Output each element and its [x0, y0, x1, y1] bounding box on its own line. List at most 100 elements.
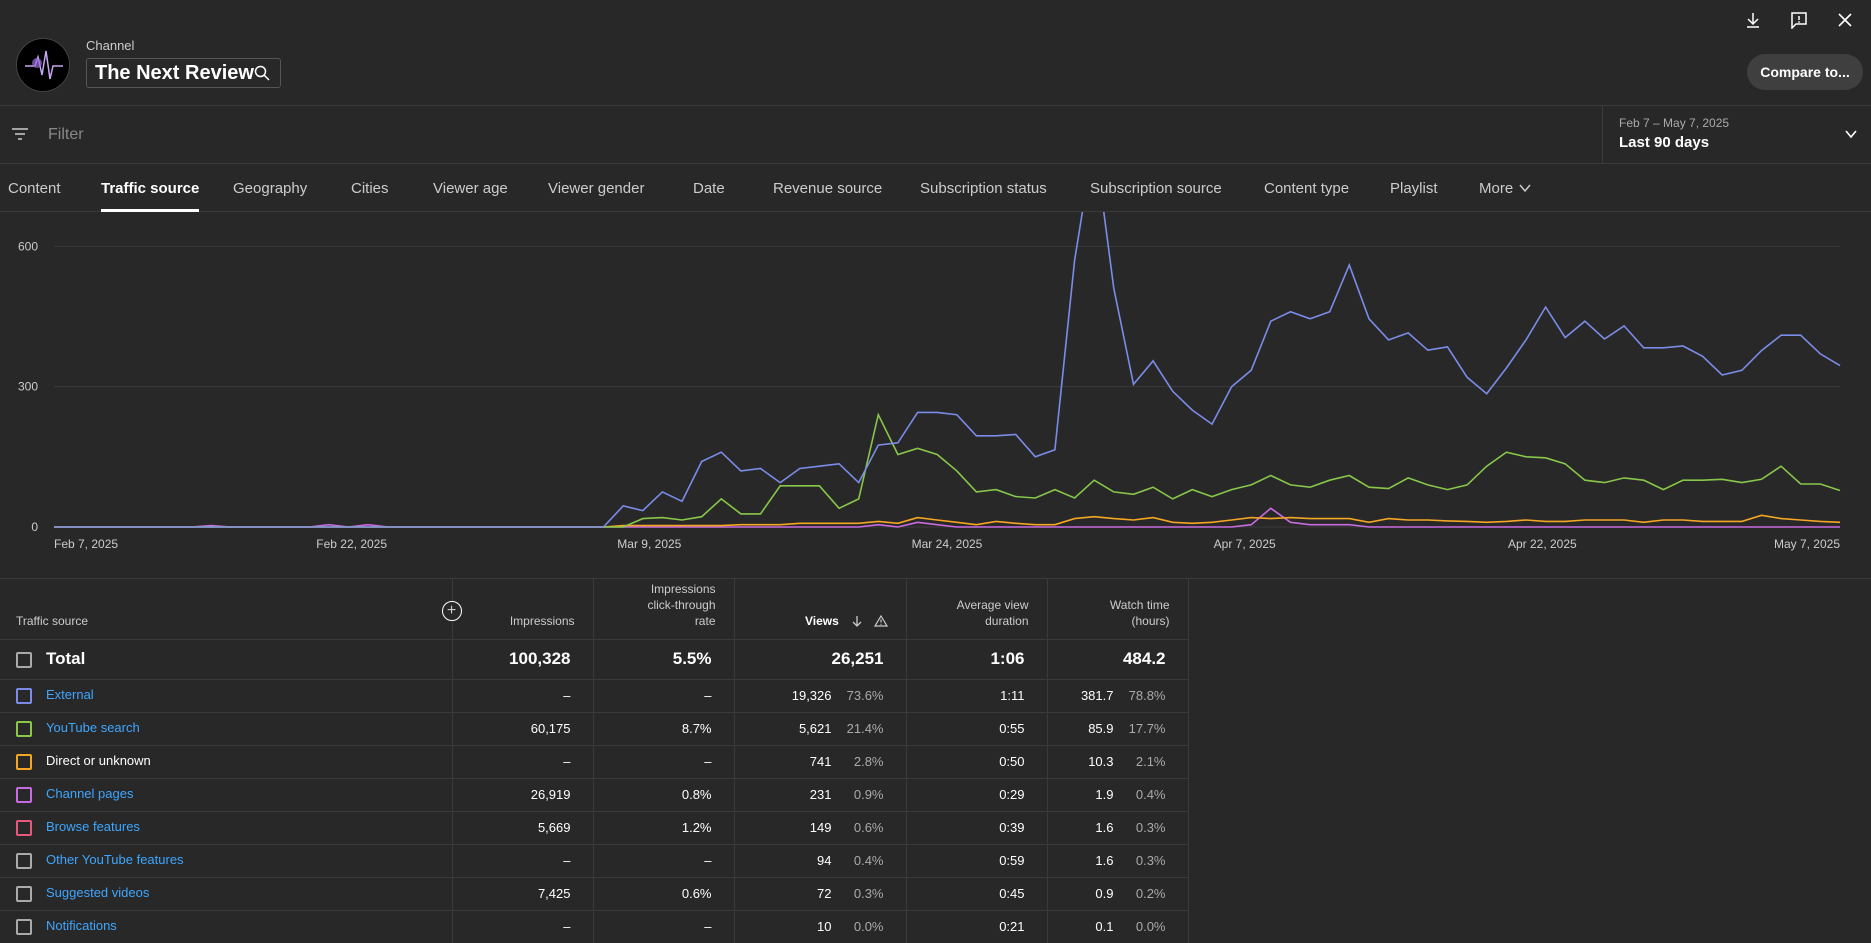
feedback-icon[interactable] [1787, 8, 1811, 32]
row-checkbox[interactable] [16, 819, 32, 836]
watch-time-cell: 10.3 2.1% [1047, 744, 1189, 778]
avd-cell: 0:50 [906, 744, 1048, 778]
row-checkbox[interactable] [16, 852, 32, 869]
table-row[interactable]: Notifications – – 10 0.0% 0:21 0.1 0.0% [0, 909, 1189, 943]
total-checkbox[interactable] [16, 651, 32, 668]
watch-time-cell: 85.9 17.7% [1047, 711, 1189, 745]
column-header-avg-view-duration[interactable]: Average view duration [906, 579, 1048, 639]
source-label[interactable]: Browse features [46, 819, 140, 835]
impressions-cell: 5,669 [452, 810, 594, 844]
close-icon[interactable] [1833, 8, 1857, 32]
views-cell: 149 0.6% [734, 810, 907, 844]
series-line[interactable] [54, 507, 1840, 528]
source-label[interactable]: Channel pages [46, 786, 134, 802]
watch-value: 85.9 [1088, 721, 1114, 736]
series-line[interactable] [54, 412, 1841, 528]
watch-value: 381.7 [1080, 688, 1114, 703]
source-cell: Notifications [0, 909, 453, 943]
tab-content[interactable]: Content [8, 179, 61, 197]
table-row[interactable]: Channel pages 26,919 0.8% 231 0.9% 0:29 1.9 0.4… [0, 777, 1189, 811]
table-row[interactable]: External – – 19,326 73.6% 1:11 381.7 78.8% [0, 678, 1189, 712]
watch-percent: 0.0% [1135, 919, 1166, 935]
impressions-cell: 7,425 [452, 876, 594, 910]
tab-content-type[interactable]: Content type [1264, 179, 1350, 197]
views-cell: 10 0.0% [734, 909, 907, 943]
search-icon[interactable] [254, 65, 270, 86]
tab-geography[interactable]: Geography [233, 179, 308, 197]
x-tick-label: May 7, 2025 [1774, 537, 1840, 551]
views-percent: 0.6% [853, 820, 884, 835]
source-label[interactable]: Suggested videos [46, 885, 150, 901]
watch-time-cell: 0.9 0.2% [1047, 876, 1189, 910]
x-tick-label: Mar 24, 2025 [912, 537, 983, 551]
row-checkbox[interactable] [16, 720, 32, 737]
table-row[interactable]: Browse features 5,669 1.2% 149 0.6% 0:39 1.6 0.… [0, 810, 1189, 844]
tab-subscription-source[interactable]: Subscription source [1090, 179, 1222, 197]
source-label[interactable]: Notifications [46, 918, 117, 934]
x-tick-label: Feb 22, 2025 [316, 537, 387, 551]
column-header-watch-time[interactable]: Watch time (hours) [1047, 579, 1189, 639]
source-cell: Channel pages [0, 777, 453, 811]
views-percent: 0.0% [853, 919, 884, 935]
views-value: 72 [817, 886, 832, 901]
tab-viewer-age[interactable]: Viewer age [433, 179, 508, 197]
source-label[interactable]: Other YouTube features [46, 852, 184, 868]
tab-traffic-source[interactable]: Traffic source [101, 164, 200, 212]
table-row[interactable]: Suggested videos 7,425 0.6% 72 0.3% 0:45 0.9 0.… [0, 876, 1189, 910]
views-value: 19,326 [791, 688, 832, 703]
watch-percent: 0.2% [1135, 886, 1166, 901]
tab-date[interactable]: Date [693, 179, 725, 197]
channel-avatar[interactable] [16, 38, 70, 92]
channel-selector[interactable]: The Next Review [86, 58, 281, 88]
watch-percent: 0.3% [1135, 853, 1166, 868]
table-row[interactable]: Direct or unknown – – 741 2.8% 0:50 10.3 2.1% [0, 744, 1189, 778]
views-value: 5,621 [798, 721, 832, 736]
compare-button[interactable]: Compare to... [1747, 54, 1863, 90]
tab-playlist[interactable]: Playlist [1390, 179, 1438, 197]
ctr-cell: 0.6% [593, 876, 735, 910]
tab-cities[interactable]: Cities [351, 179, 389, 197]
tab-revenue-source[interactable]: Revenue source [773, 179, 883, 197]
ctr-cell: – [593, 909, 735, 943]
views-cell: 741 2.8% [734, 744, 907, 778]
row-checkbox[interactable] [16, 687, 32, 704]
watch-percent: 2.1% [1135, 754, 1166, 769]
views-cell: 5,621 21.4% [734, 711, 907, 745]
source-label[interactable]: External [46, 687, 94, 703]
series-line[interactable] [54, 138, 1841, 528]
source-label[interactable]: YouTube search [46, 720, 140, 736]
filter-icon[interactable] [10, 126, 30, 147]
data-table: Traffic source + Impressions Impressions… [0, 579, 1189, 943]
tab-subscription-status[interactable]: Subscription status [920, 179, 1047, 197]
date-range-dates: Feb 7 – May 7, 2025 [1619, 116, 1730, 130]
column-header-views[interactable]: Views [734, 579, 907, 639]
table-row[interactable]: YouTube search 60,175 8.7% 5,621 21.4% 0:55 85… [0, 711, 1189, 745]
total-ctr: 5.5% [593, 638, 735, 679]
views-value: 231 [809, 787, 832, 802]
views-percent: 21.4% [846, 721, 884, 736]
ctr-cell: – [593, 843, 735, 877]
column-header-ctr[interactable]: Impressions click-through rate [593, 579, 735, 639]
traffic-chart: 0 300 600 Feb 7, 2025 Feb 22, 2025 Mar 9, 202… [0, 138, 1871, 578]
chevron-down-icon [1519, 184, 1531, 193]
table-row[interactable]: Other YouTube features – – 94 0.4% 0:59 1.6 0.3… [0, 843, 1189, 877]
date-range-picker[interactable]: Feb 7 – May 7, 2025 Last 90 days [1602, 106, 1871, 164]
download-icon[interactable] [1741, 8, 1765, 32]
column-header-traffic-source[interactable]: Traffic source + [0, 579, 462, 639]
row-checkbox[interactable] [16, 885, 32, 902]
ctr-cell: 8.7% [593, 711, 735, 745]
row-checkbox[interactable] [16, 919, 32, 936]
warning-icon[interactable] [873, 615, 888, 627]
filter-input[interactable]: Filter [48, 126, 84, 143]
header: Channel The Next Review Compare to... [0, 0, 1871, 106]
column-header-impressions[interactable]: Impressions [452, 579, 594, 639]
source-cell: Browse features [0, 810, 453, 844]
chevron-down-icon [1843, 126, 1859, 147]
tab-more[interactable]: More [1479, 164, 1533, 212]
x-tick-label: Feb 7, 2025 [54, 537, 118, 551]
row-checkbox[interactable] [16, 786, 32, 803]
tab-viewer-gender[interactable]: Viewer gender [548, 179, 645, 197]
watch-value: 1.9 [1095, 787, 1114, 802]
add-column-icon[interactable]: + [441, 601, 462, 621]
row-checkbox[interactable] [16, 753, 32, 770]
